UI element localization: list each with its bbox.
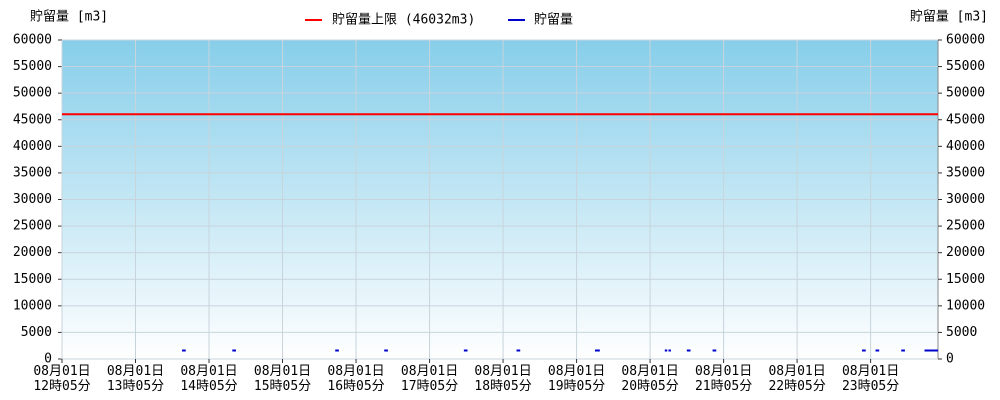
y-tick-label: 60000 (13, 33, 52, 48)
x-tick-label: 08月01日 23時05分 (842, 364, 899, 394)
y2-tick-label: 50000 (946, 86, 985, 101)
x-tick-label: 08月01日 20時05分 (621, 364, 678, 394)
x-tick-label: 08月01日 19時05分 (548, 364, 605, 394)
x-tick-label: 08月01日 22時05分 (768, 364, 825, 394)
x-tick-label: 08月01日 14時05分 (180, 364, 237, 394)
y-tick-label: 30000 (13, 192, 52, 207)
legend-label: 貯留量 (534, 13, 573, 28)
x-tick-label: 08月01日 12時05分 (33, 364, 90, 394)
y-axis-label: 貯留量 [m3] (30, 10, 108, 25)
y-tick-label: 45000 (13, 112, 52, 127)
y-tick-label: 10000 (13, 298, 52, 313)
y-tick-label: 15000 (13, 272, 52, 287)
legend-label: 貯留量上限 (46032m3) (332, 13, 475, 28)
y2-axis-label: 貯留量 [m3] (910, 10, 988, 25)
y-tick-label: 0 (44, 352, 52, 367)
x-tick-label: 08月01日 13時05分 (107, 364, 164, 394)
y2-tick-label: 40000 (946, 139, 985, 154)
y2-tick-label: 25000 (946, 219, 985, 234)
x-tick-label: 08月01日 16時05分 (327, 364, 384, 394)
y-tick-label: 40000 (13, 139, 52, 154)
y2-tick-label: 5000 (946, 325, 977, 340)
y2-tick-label: 45000 (946, 112, 985, 127)
y2-tick-label: 15000 (946, 272, 985, 287)
x-tick-label: 08月01日 18時05分 (474, 364, 531, 394)
y-tick-label: 50000 (13, 86, 52, 101)
y2-tick-label: 60000 (946, 33, 985, 48)
y2-tick-label: 20000 (946, 245, 985, 260)
y-tick-label: 5000 (21, 325, 52, 340)
y-tick-label: 35000 (13, 165, 52, 180)
y2-tick-label: 10000 (946, 298, 985, 313)
y2-tick-label: 0 (946, 352, 954, 367)
y-tick-label: 25000 (13, 219, 52, 234)
y-tick-label: 20000 (13, 245, 52, 260)
y2-tick-label: 30000 (946, 192, 985, 207)
x-tick-label: 08月01日 17時05分 (401, 364, 458, 394)
x-tick-label: 08月01日 21時05分 (695, 364, 752, 394)
y2-tick-label: 35000 (946, 165, 985, 180)
x-tick-label: 08月01日 15時05分 (254, 364, 311, 394)
y-tick-label: 55000 (13, 59, 52, 74)
y2-tick-label: 55000 (946, 59, 985, 74)
